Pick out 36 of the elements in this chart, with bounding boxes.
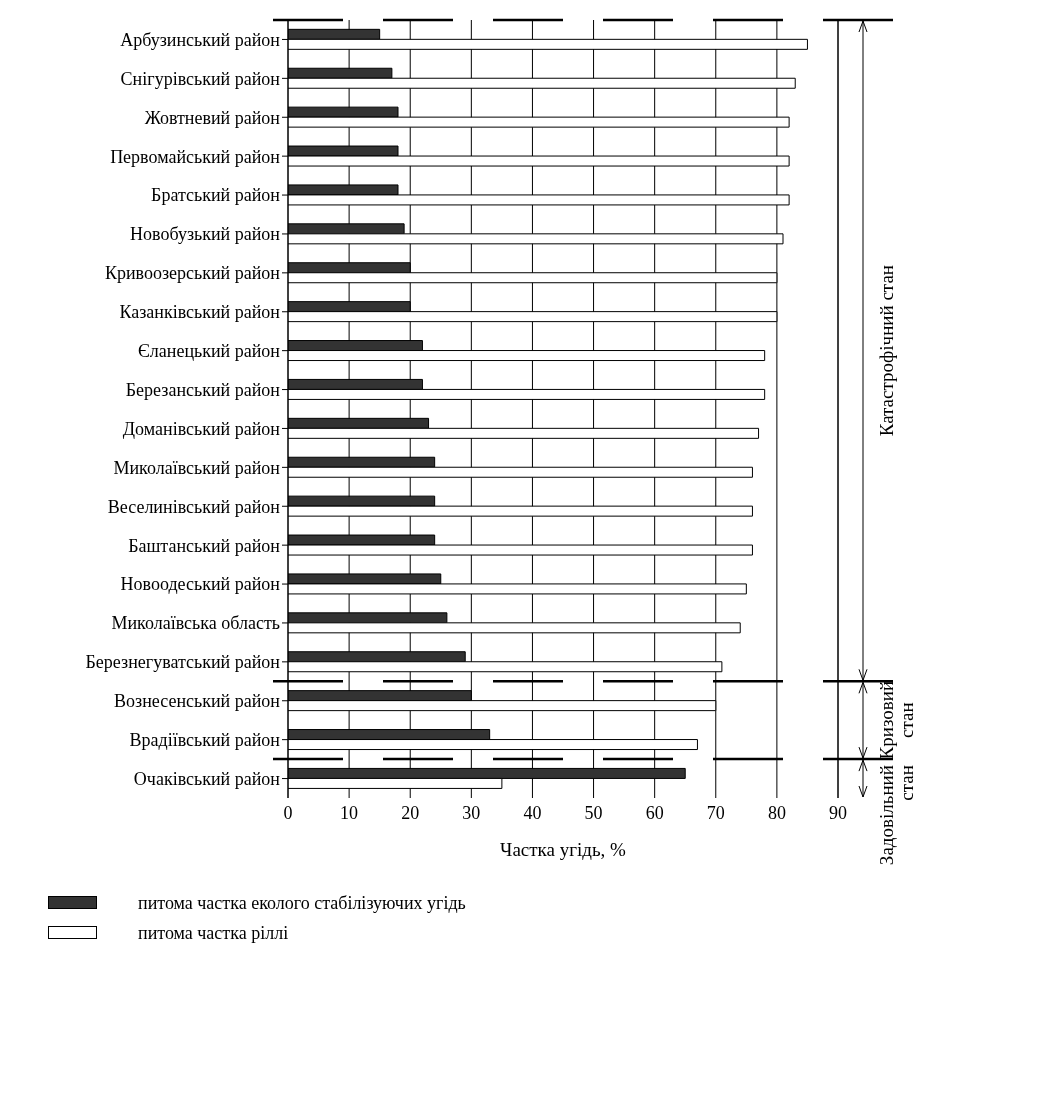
y-tick-label: Єланецький район — [137, 341, 281, 362]
y-tick-label: Баштанський район — [128, 535, 281, 556]
x-tick-label: 60 — [645, 802, 664, 823]
y-tick-label: Снігурівський район — [120, 68, 281, 89]
x-tick-label: 0 — [283, 802, 293, 823]
y-tick-label: Новобузький район — [130, 224, 281, 245]
y-tick-label: Миколаївський район — [113, 457, 281, 478]
y-tick-label: Березнегуватський район — [85, 652, 281, 673]
y-tick-label: Врадіївський район — [129, 730, 281, 751]
text: Катастрофічний стан — [876, 265, 897, 437]
y-tick-label: Очаківський район — [133, 768, 281, 789]
x-tick-label: 20 — [401, 802, 420, 823]
legend-label: питома частка еколого стабілізуючих угідь — [138, 892, 466, 914]
y-tick-label: Арбузинський район — [120, 29, 281, 50]
y-tick-label: Миколаївська область — [111, 613, 280, 634]
y-tick-label: Кривоозерський район — [104, 263, 281, 284]
x-tick-label: 70 — [706, 802, 725, 823]
y-tick-label: Доманівський район — [122, 418, 281, 439]
x-tick-label: 10 — [340, 802, 359, 823]
y-tick-label: Березанський район — [125, 379, 281, 400]
x-axis-title: Частка угідь, % — [500, 839, 627, 860]
x-tick-label: 90 — [829, 802, 847, 823]
legend-label: питома частка ріллі — [138, 922, 289, 944]
y-tick-label: Казанківський район — [119, 302, 281, 323]
y-tick-label: Жовтневий район — [144, 107, 281, 128]
x-tick-label: 80 — [767, 802, 786, 823]
y-tick-label: Веселинівський район — [107, 496, 281, 517]
x-tick-label: 40 — [523, 802, 542, 823]
text: Задовільний стан — [876, 765, 917, 866]
x-tick-label: 30 — [462, 802, 481, 823]
x-tick-label: 50 — [584, 802, 603, 823]
y-tick-label: Первомайський район — [110, 146, 281, 167]
y-tick-label: Вознесенський район — [114, 691, 281, 712]
y-tick-label: Братський район — [151, 185, 281, 206]
y-tick-label: Новоодеський район — [120, 574, 281, 595]
text: Кризовий стан — [876, 680, 917, 760]
